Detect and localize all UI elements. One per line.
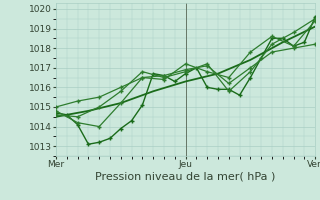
X-axis label: Pression niveau de la mer( hPa ): Pression niveau de la mer( hPa ) [95, 172, 276, 182]
